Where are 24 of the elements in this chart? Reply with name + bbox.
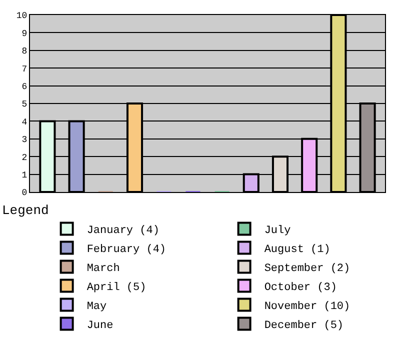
y-tick-label: 10 — [16, 11, 28, 22]
legend-label: July — [264, 225, 292, 237]
legend-label: May — [86, 301, 108, 313]
legend-label: April (5) — [86, 282, 146, 294]
legend-label: February (4) — [86, 244, 166, 256]
y-tick-label: 0 — [22, 188, 28, 198]
y-tick-label: 5 — [22, 100, 28, 110]
legend-label: December (5) — [264, 320, 344, 332]
y-tick-label: 8 — [22, 46, 28, 57]
legend-label: June — [86, 320, 114, 332]
y-tick-label: 7 — [22, 64, 28, 74]
legend-label: March — [86, 263, 120, 275]
y-tick-label: 2 — [22, 152, 28, 163]
legend-label: October (3) — [264, 282, 337, 294]
y-tick-label: 4 — [22, 117, 28, 128]
y-tick-label: 9 — [22, 28, 28, 39]
legend-title: Legend — [2, 203, 49, 218]
legend-label: November (10) — [264, 301, 350, 313]
y-tick-label: 3 — [22, 135, 28, 146]
legend-label: September (2) — [264, 263, 350, 275]
y-tick-label: 1 — [22, 170, 28, 180]
y-tick-label: 6 — [22, 82, 28, 92]
legend-label: August (1) — [264, 244, 330, 256]
legend-label: January (4) — [86, 225, 160, 237]
